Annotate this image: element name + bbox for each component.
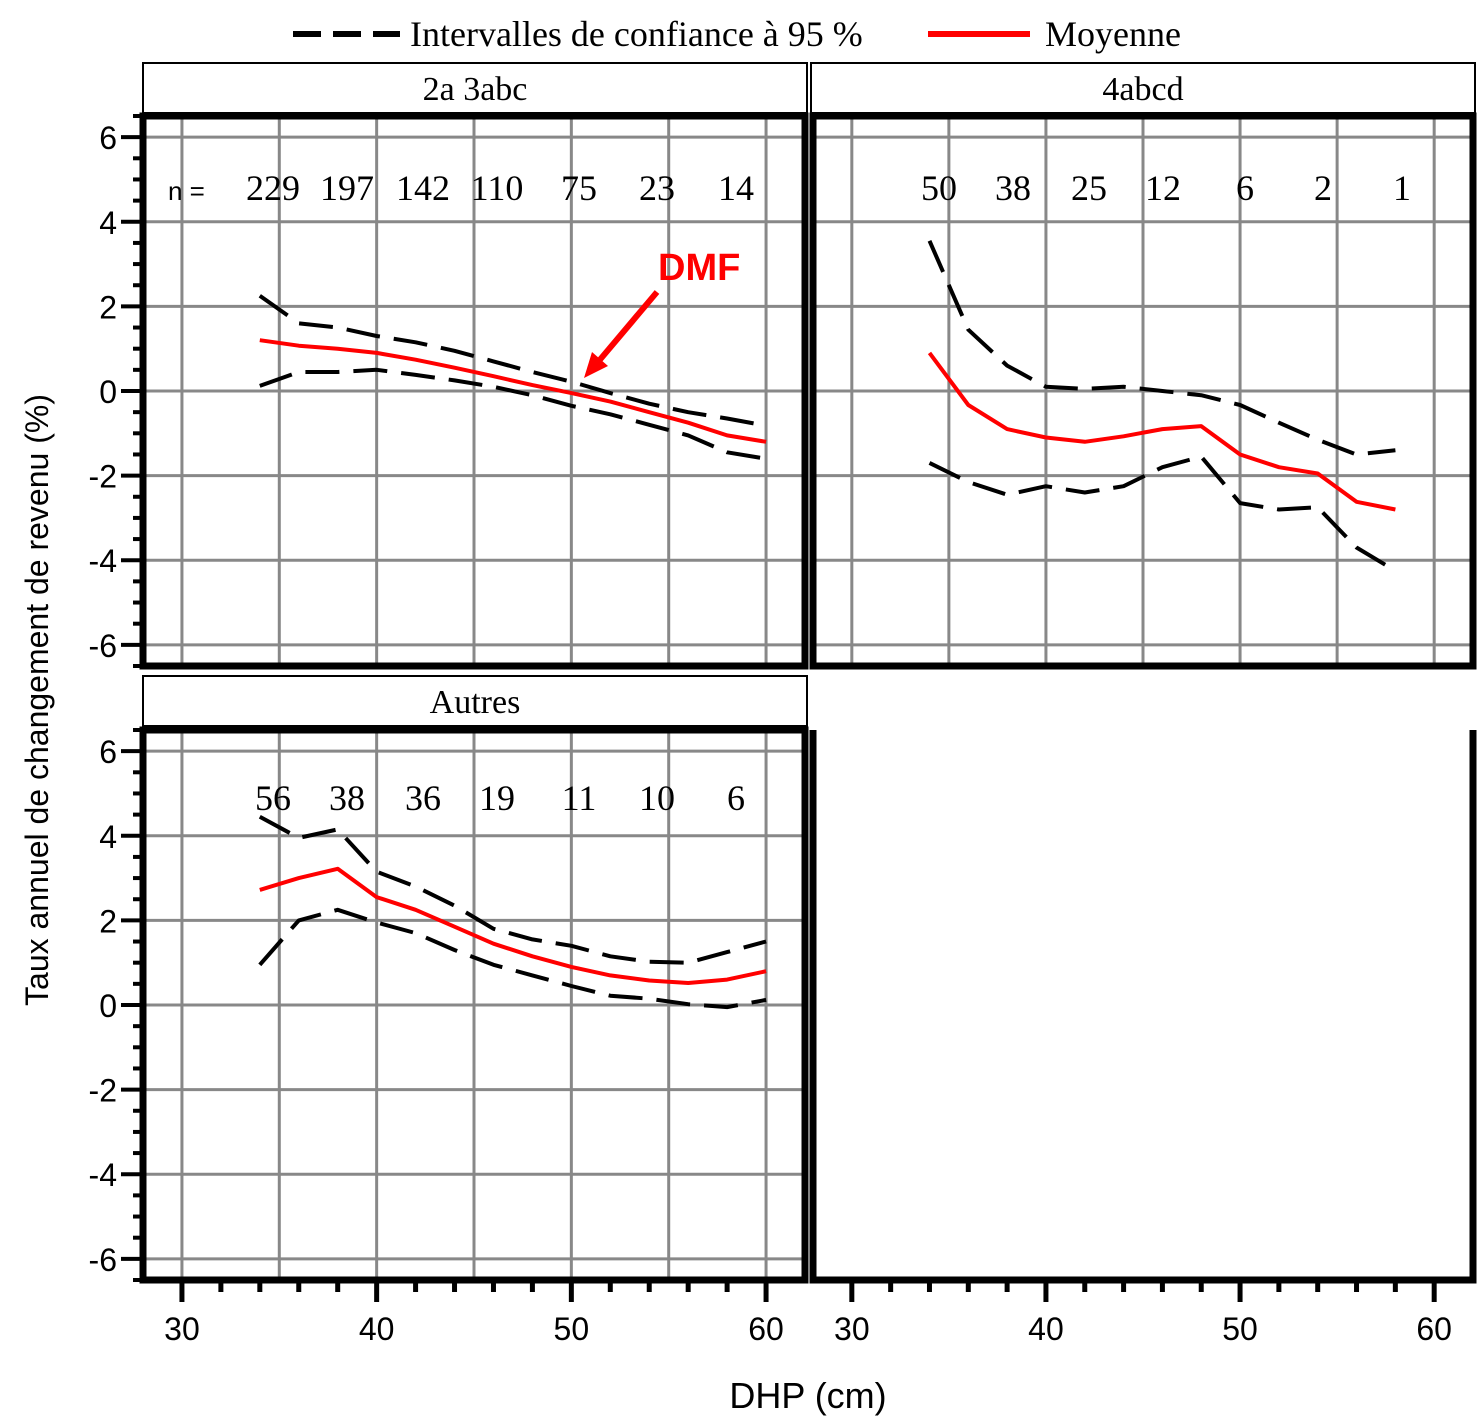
panel-frame [809, 112, 1477, 670]
x-axis: 30 40 50 60 30 40 50 60 [164, 1280, 1452, 1347]
y-tick-label: -6 [89, 1242, 117, 1278]
y-axis: -6 -4 -2 0 2 4 6 -6 -4 -2 0 2 4 6 [89, 114, 143, 1282]
series-mean-panel-1 [259, 338, 767, 444]
n-count-label: 6 [1236, 168, 1254, 208]
n-count-label: 229 [246, 168, 300, 208]
n-count-label: 2 [1314, 168, 1332, 208]
series-mean-panel-3 [259, 866, 767, 985]
y-tick-label: 0 [99, 988, 117, 1024]
panel-frame-empty [809, 730, 1477, 1284]
n-count-label: 11 [562, 778, 597, 818]
n-count-label: 50 [921, 168, 957, 208]
y-tick-label: -2 [89, 1073, 117, 1109]
n-count-label: 110 [471, 168, 524, 208]
n-count-label: 142 [396, 168, 450, 208]
y-tick-label: 6 [99, 734, 117, 770]
series-lower-panel-2 [928, 454, 1397, 573]
x-tick-label: 60 [748, 1311, 784, 1347]
n-count-label: 10 [639, 778, 675, 818]
n-count-label: 25 [1071, 168, 1107, 208]
n-count-label: 14 [718, 168, 754, 208]
n-count-label: 38 [995, 168, 1031, 208]
y-tick-label: 4 [99, 819, 117, 855]
y-tick-label: 0 [99, 374, 117, 410]
series-upper-panel-3 [258, 814, 767, 965]
y-tick-label: -4 [89, 1157, 117, 1193]
legend-mean-label: Moyenne [1045, 14, 1181, 54]
series-upper-panel-2 [927, 239, 1396, 457]
panel-strips: 2a 3abc 4abcd Autres [142, 62, 1476, 727]
strip-panel-1 [142, 62, 808, 114]
y-tick-label: 2 [99, 903, 117, 939]
n-count-label: 19 [479, 778, 515, 818]
y-tick-label: 2 [99, 289, 117, 325]
y-tick-label: -2 [89, 459, 117, 495]
series-lower-panel-3 [258, 907, 767, 1010]
panel-2-title: 4abcd [1102, 71, 1183, 108]
dmf-arrow-head [584, 352, 608, 378]
panel-1-title: 2a 3abc [423, 71, 528, 108]
x-tick-label: 40 [1028, 1311, 1064, 1347]
legend: Intervalles de confiance à 95 % Moyenne [293, 14, 1181, 54]
series-upper-panel-1 [258, 294, 767, 428]
series-layer [258, 239, 1397, 1010]
panel-3-title: Autres [430, 684, 521, 721]
series-lower-panel-1 [259, 367, 767, 461]
x-tick-label: 50 [1222, 1311, 1258, 1347]
n-count-label: 6 [727, 778, 745, 818]
x-tick-label: 40 [359, 1311, 395, 1347]
strip-panel-2 [810, 62, 1476, 114]
series-mean-panel-2 [927, 351, 1396, 512]
x-tick-label: 30 [834, 1311, 870, 1347]
x-tick-label: 30 [164, 1311, 200, 1347]
y-axis-title: Taux annuel de changement de revenu (%) [19, 394, 55, 1006]
sample-size-labels: n = 229 197 142 110 75 23 14 50 38 25 12 6 2 1 56 38 36 19… [168, 168, 1411, 818]
dmf-annotation: DMF [584, 247, 740, 378]
n-count-label: 1 [1393, 168, 1411, 208]
x-axis-title: DHP (cm) [729, 1375, 886, 1416]
grid-layer [143, 116, 1473, 1280]
y-tick-label: 4 [99, 205, 117, 241]
n-count-label: 23 [639, 168, 675, 208]
n-count-label: 56 [255, 778, 291, 818]
y-tick-label: -6 [89, 628, 117, 664]
n-count-label: 36 [405, 778, 441, 818]
strip-panel-3 [142, 675, 808, 727]
n-count-label: 38 [329, 778, 365, 818]
x-tick-label: 50 [554, 1311, 590, 1347]
n-prefix-label: n = [168, 176, 205, 206]
x-tick-label: 60 [1416, 1311, 1452, 1347]
legend-ci-label: Intervalles de confiance à 95 % [410, 14, 863, 54]
y-tick-label: -4 [89, 543, 117, 579]
y-tick-label: 6 [99, 120, 117, 156]
dmf-arrow-line [595, 290, 660, 364]
dmf-label: DMF [658, 247, 740, 289]
n-count-label: 12 [1145, 168, 1181, 208]
n-count-label: 197 [320, 168, 374, 208]
n-count-label: 75 [561, 168, 597, 208]
